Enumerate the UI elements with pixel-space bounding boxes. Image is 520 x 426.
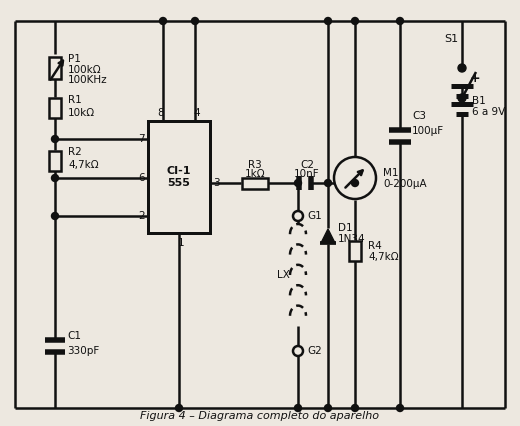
Circle shape xyxy=(176,405,183,412)
Text: CI-1
555: CI-1 555 xyxy=(167,166,191,188)
Text: 4,7kΩ: 4,7kΩ xyxy=(368,252,399,262)
Circle shape xyxy=(334,157,376,199)
Circle shape xyxy=(324,17,332,25)
Text: C3: C3 xyxy=(412,111,426,121)
Text: 4: 4 xyxy=(193,108,200,118)
Text: S1: S1 xyxy=(444,34,458,44)
Text: 4,7kΩ: 4,7kΩ xyxy=(68,160,99,170)
Text: R3: R3 xyxy=(248,160,262,170)
Circle shape xyxy=(294,179,302,187)
Text: 7: 7 xyxy=(138,134,145,144)
Circle shape xyxy=(51,135,58,143)
Text: R2: R2 xyxy=(68,147,82,157)
Bar xyxy=(49,98,61,118)
Text: 100KHz: 100KHz xyxy=(68,75,108,85)
Bar xyxy=(49,151,61,171)
Text: 100μF: 100μF xyxy=(412,126,444,136)
Bar xyxy=(242,178,268,188)
Text: 330pF: 330pF xyxy=(67,346,99,356)
Text: G1: G1 xyxy=(307,211,322,221)
Circle shape xyxy=(293,211,303,221)
Bar xyxy=(49,57,61,79)
Text: B1: B1 xyxy=(472,96,486,106)
Text: 10nF: 10nF xyxy=(294,169,320,179)
Text: 1kΩ: 1kΩ xyxy=(245,169,265,179)
Circle shape xyxy=(324,405,332,412)
Circle shape xyxy=(51,175,58,181)
Text: 0-200μA: 0-200μA xyxy=(383,179,426,189)
Text: 6: 6 xyxy=(138,173,145,183)
Circle shape xyxy=(352,179,358,187)
Text: 10kΩ: 10kΩ xyxy=(68,108,95,118)
Text: G2: G2 xyxy=(307,346,322,356)
Text: 1: 1 xyxy=(178,238,184,248)
Polygon shape xyxy=(321,229,335,243)
Text: Figura 4 – Diagrama completo do aparelho: Figura 4 – Diagrama completo do aparelho xyxy=(140,411,380,421)
Circle shape xyxy=(160,17,166,25)
Circle shape xyxy=(352,17,358,25)
Bar xyxy=(349,241,361,261)
Circle shape xyxy=(397,17,404,25)
Circle shape xyxy=(191,17,199,25)
Bar xyxy=(148,121,210,233)
Text: C2: C2 xyxy=(300,160,314,170)
Circle shape xyxy=(324,179,332,187)
Text: 6 a 9V: 6 a 9V xyxy=(472,107,505,117)
Text: D1: D1 xyxy=(338,223,353,233)
Circle shape xyxy=(51,213,58,219)
Text: 1N34: 1N34 xyxy=(338,234,366,244)
Circle shape xyxy=(352,405,358,412)
Text: R1: R1 xyxy=(68,95,82,105)
Text: R4: R4 xyxy=(368,241,382,251)
Text: 100kΩ: 100kΩ xyxy=(68,65,101,75)
Text: M1: M1 xyxy=(383,168,398,178)
Text: +: + xyxy=(470,72,480,84)
Circle shape xyxy=(397,405,404,412)
Circle shape xyxy=(294,405,302,412)
Circle shape xyxy=(458,64,466,72)
Text: 2: 2 xyxy=(138,211,145,221)
Text: 8: 8 xyxy=(158,108,164,118)
Text: P1: P1 xyxy=(68,54,81,64)
Text: LX: LX xyxy=(277,270,290,280)
Text: C1: C1 xyxy=(67,331,81,341)
Circle shape xyxy=(458,94,466,102)
Text: 3: 3 xyxy=(213,178,219,188)
Circle shape xyxy=(293,346,303,356)
